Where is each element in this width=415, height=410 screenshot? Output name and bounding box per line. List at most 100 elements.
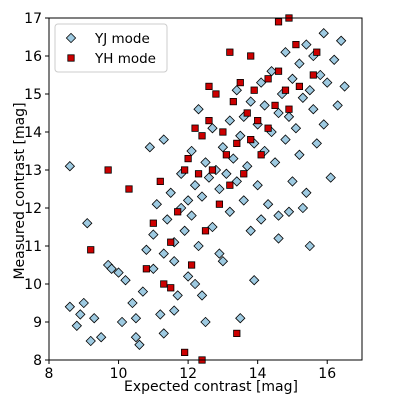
yh-data-point xyxy=(205,117,213,125)
x-tick-label: 10 xyxy=(110,366,128,382)
yj-data-point xyxy=(255,214,267,225)
yj-data-point xyxy=(189,180,201,191)
yj-data-point xyxy=(75,309,86,320)
yj-data-point xyxy=(120,275,131,286)
yj-data-point xyxy=(179,225,190,236)
yj-data-point xyxy=(165,187,176,198)
y-tick-label: 14 xyxy=(24,125,42,141)
yh-data-point xyxy=(191,124,199,132)
yj-data-point xyxy=(200,157,211,168)
yj-data-point xyxy=(287,73,298,84)
yh-data-point xyxy=(247,52,255,60)
x-tick-label: 12 xyxy=(179,366,197,382)
yj-data-point xyxy=(228,153,239,164)
legend: YJ mode YH mode xyxy=(54,23,168,73)
yj-data-point xyxy=(214,248,225,259)
yj-data-point xyxy=(297,202,309,214)
yj-data-point xyxy=(158,134,169,145)
yj-data-point xyxy=(335,35,347,46)
yh-data-point xyxy=(104,166,112,174)
yj-data-point xyxy=(186,210,197,221)
yj-data-point xyxy=(301,187,312,198)
legend-label: YJ mode xyxy=(94,31,150,47)
yh-data-point xyxy=(274,67,283,75)
yj-data-point xyxy=(318,28,329,39)
yj-data-point xyxy=(217,256,229,267)
legend-label: YH mode xyxy=(94,51,156,67)
x-tick-label: 14 xyxy=(249,366,267,382)
y-tick-label: 11 xyxy=(24,239,42,255)
yh-data-point xyxy=(181,348,189,357)
yj-data-point xyxy=(287,176,298,187)
yj-data-point xyxy=(155,309,166,320)
yj-data-point xyxy=(262,199,274,210)
yj-data-point xyxy=(224,206,236,217)
yh-data-point xyxy=(181,166,189,174)
yj-data-point xyxy=(329,54,340,65)
yj-data-point xyxy=(269,157,281,168)
yh-data-point xyxy=(257,151,265,159)
yh-data-point xyxy=(205,82,213,90)
yj-data-point xyxy=(273,233,284,244)
legend-box xyxy=(54,23,168,73)
yj-data-point xyxy=(151,199,162,210)
yj-data-point xyxy=(339,81,350,92)
yj-data-point xyxy=(217,142,229,153)
yh-data-point xyxy=(208,166,217,174)
yj-data-point xyxy=(318,119,329,130)
yj-data-point xyxy=(207,221,218,233)
yh-data-point xyxy=(160,280,168,288)
yh-data-point xyxy=(271,101,279,109)
yh-data-point xyxy=(274,18,283,26)
yh-data-point xyxy=(309,71,317,79)
yh-data-point xyxy=(247,135,255,144)
yj-data-point xyxy=(304,240,315,252)
yj-data-point xyxy=(116,316,128,328)
yj-data-point xyxy=(301,39,312,50)
yh-data-point xyxy=(264,75,272,83)
yh-data-point xyxy=(125,185,133,193)
yj-data-point xyxy=(148,263,159,274)
yj-data-point xyxy=(325,172,336,183)
yj-data-point xyxy=(144,142,156,153)
yj-data-point xyxy=(304,85,315,96)
y-tick-label: 15 xyxy=(24,87,42,103)
yh-data-point xyxy=(313,48,321,56)
yh-data-point xyxy=(285,105,293,113)
y-tick-label: 10 xyxy=(24,277,42,293)
x-axis-label: Expected contrast [mag] xyxy=(124,379,298,395)
yj-data-point xyxy=(127,297,138,309)
yh-data-point xyxy=(240,170,248,178)
yj-data-point xyxy=(162,214,173,225)
yj-data-point xyxy=(231,85,242,96)
yj-data-point xyxy=(189,278,201,290)
yj-data-point xyxy=(196,290,208,301)
yj-data-point xyxy=(85,335,96,347)
yj-data-point xyxy=(182,271,194,282)
yj-data-point xyxy=(280,47,291,58)
yj-data-point xyxy=(64,161,76,172)
yh-data-point xyxy=(156,177,164,185)
yj-data-point xyxy=(221,168,232,179)
yj-data-point xyxy=(158,328,169,339)
yj-data-point xyxy=(78,297,89,309)
yh-data-point xyxy=(174,208,182,216)
yh-data-point xyxy=(243,109,251,117)
yh-data-point xyxy=(264,124,272,132)
yj-data-point xyxy=(259,100,270,111)
yj-data-point xyxy=(245,96,256,107)
yh-data-point xyxy=(292,41,300,49)
yj-data-point xyxy=(283,206,295,217)
yh-data-point xyxy=(198,132,206,140)
yj-data-point xyxy=(113,267,124,278)
yj-data-point xyxy=(266,66,277,77)
yj-data-point xyxy=(280,134,291,145)
yj-data-point xyxy=(169,305,180,316)
yj-data-point xyxy=(137,286,149,297)
yh-data-point xyxy=(167,284,175,292)
series-yh-mode xyxy=(87,14,321,364)
yj-data-point xyxy=(224,115,236,126)
yj-data-point xyxy=(82,218,93,229)
